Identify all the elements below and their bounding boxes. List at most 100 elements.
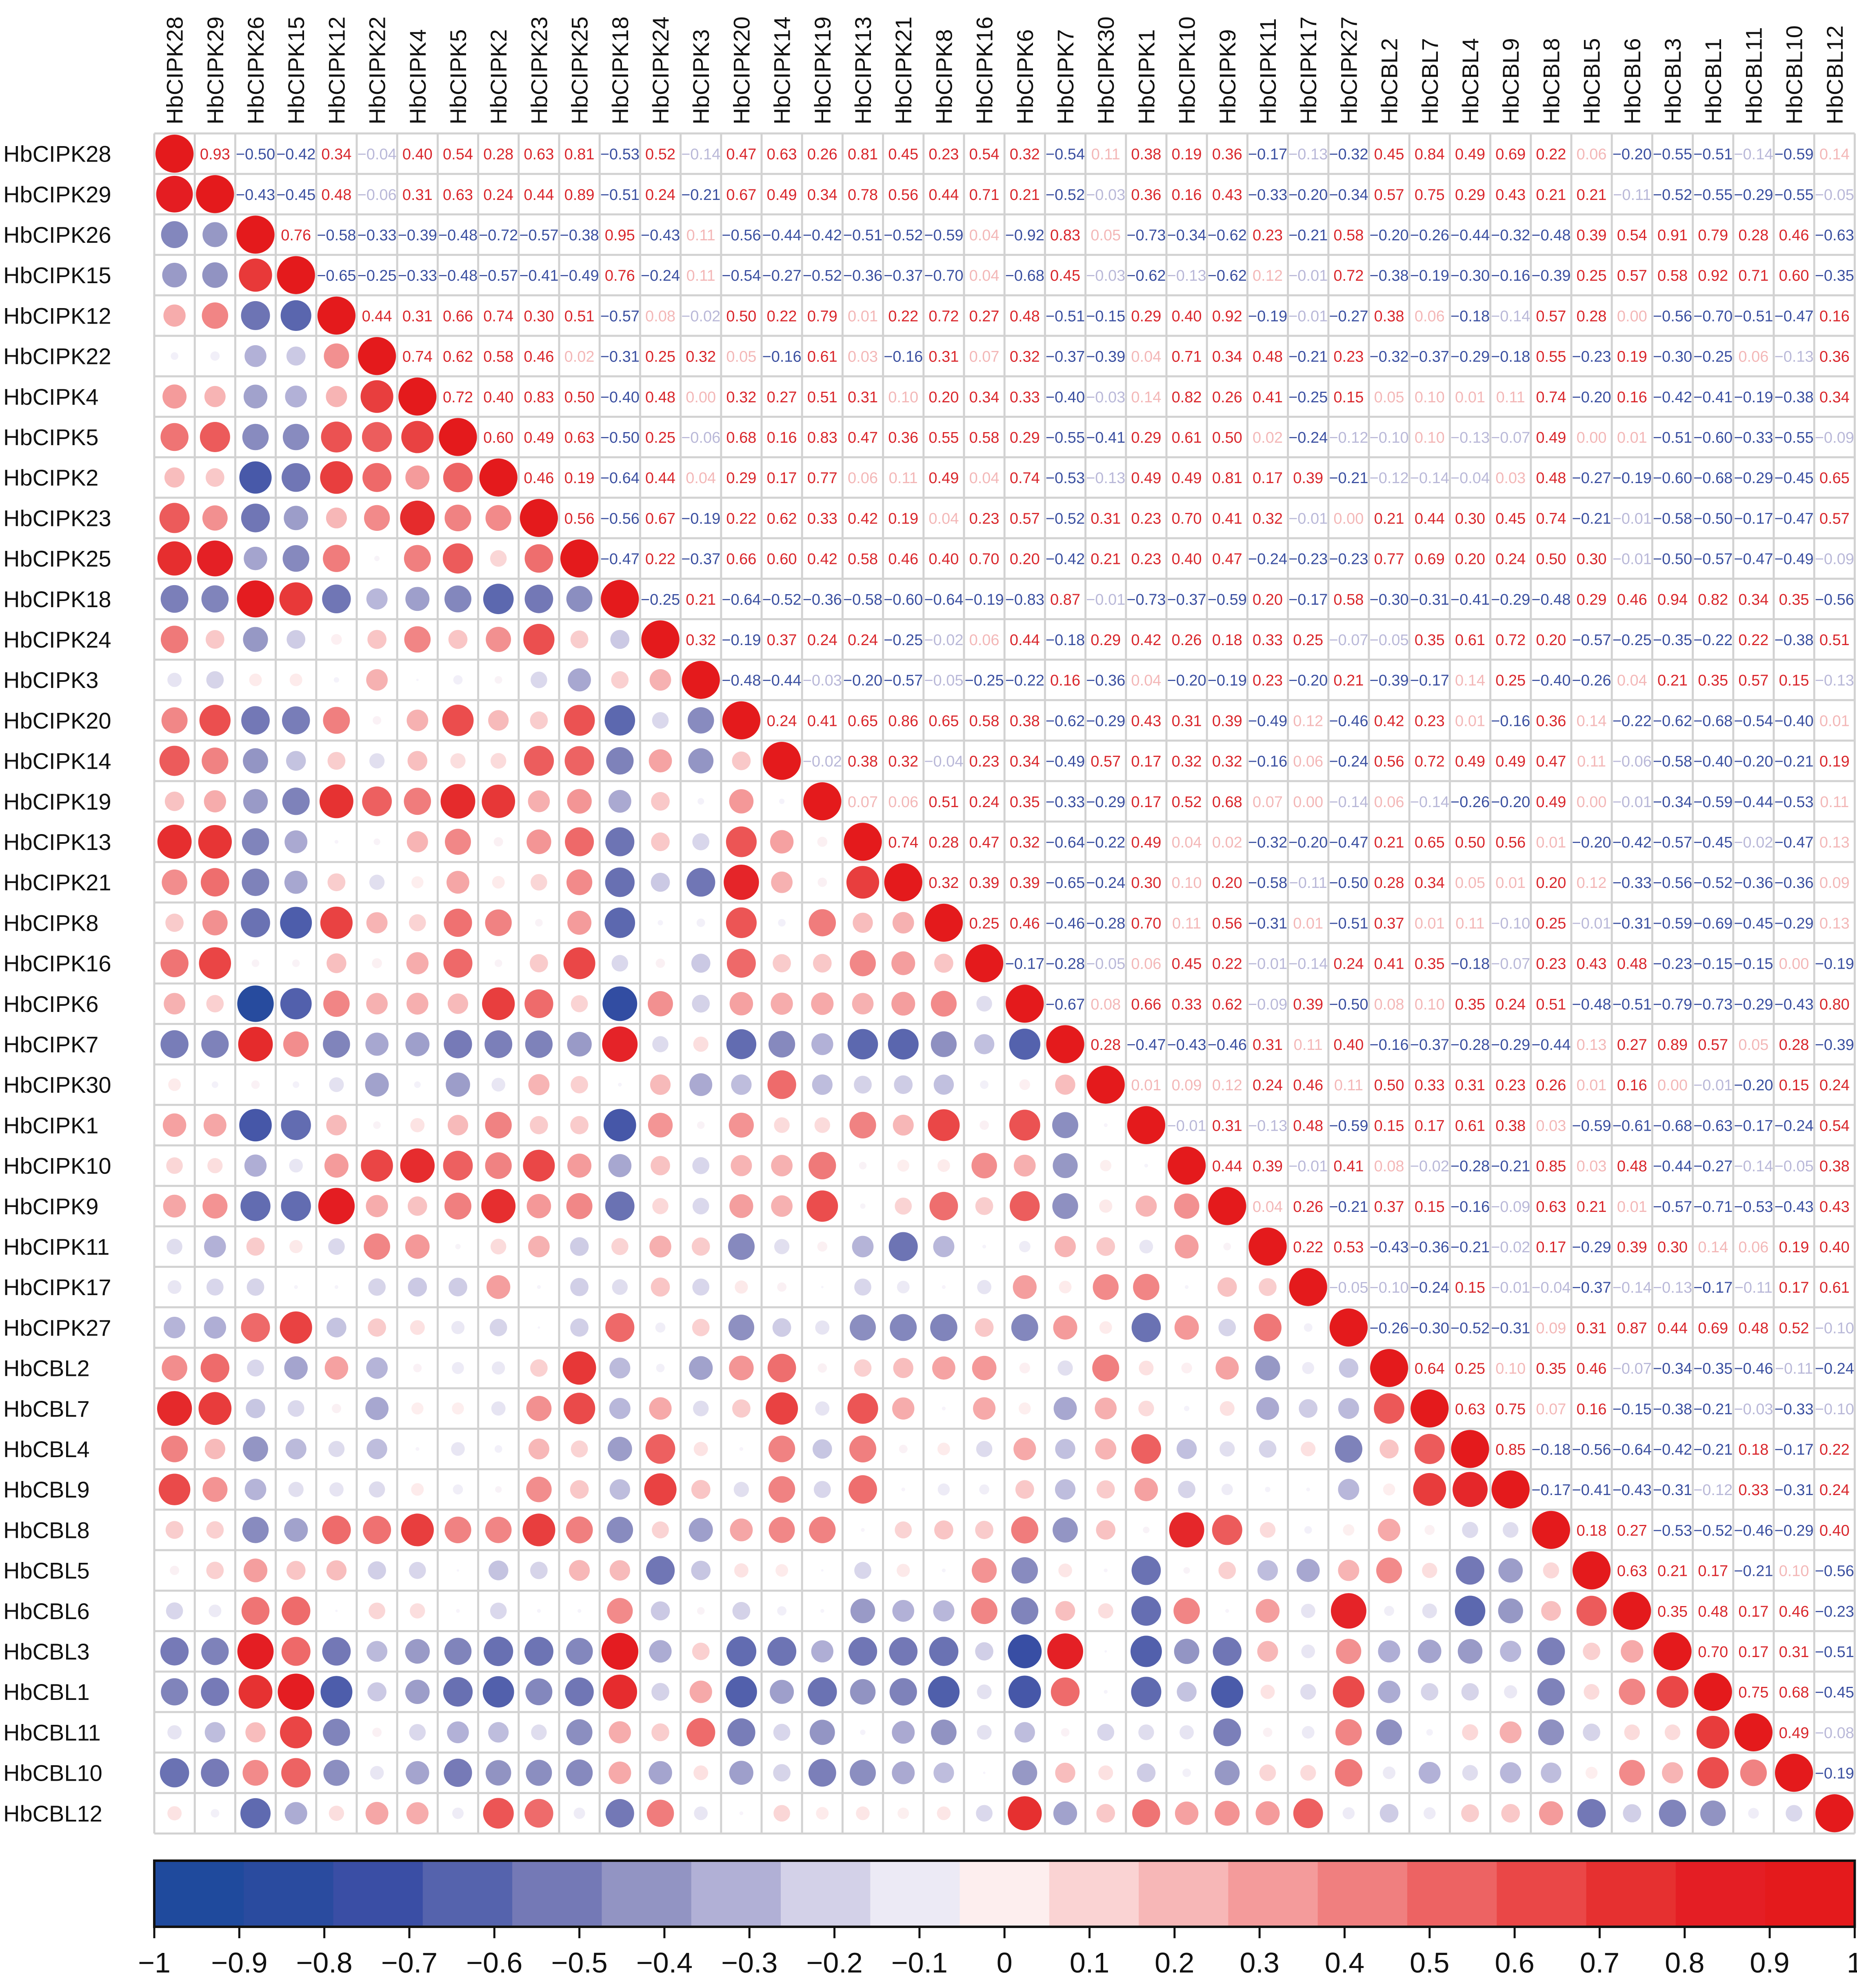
correlation-value: 0.50 [726, 308, 756, 325]
correlation-value: 0.42 [807, 551, 837, 568]
correlation-value: 0.56 [1374, 753, 1404, 770]
correlation-value: −0.35 [1815, 267, 1854, 284]
correlation-value: −0.26 [1451, 794, 1490, 811]
correlation-value: 0.00 [1779, 956, 1809, 973]
correlation-circle [821, 1286, 824, 1289]
correlation-value: −0.37 [1572, 1279, 1611, 1296]
correlation-circle [648, 991, 673, 1016]
correlation-value: 0.35 [1536, 1360, 1566, 1378]
correlation-value: 0.16 [1819, 308, 1850, 325]
correlation-circle [1370, 1349, 1408, 1387]
colorbar-segment [960, 1861, 1050, 1927]
correlation-value: 0.72 [928, 308, 959, 325]
correlation-value: 0.46 [524, 348, 554, 366]
correlation-circle [280, 988, 312, 1020]
correlation-value: −0.69 [1693, 915, 1733, 932]
correlation-value: −0.40 [1693, 753, 1733, 770]
correlation-circle [1013, 1275, 1037, 1299]
correlation-circle [649, 1236, 671, 1258]
correlation-value: 0.55 [928, 429, 959, 446]
correlation-value: 0.65 [1819, 470, 1850, 487]
correlation-value: 0.33 [1253, 632, 1283, 649]
correlation-circle [934, 1520, 953, 1540]
correlation-value: 0.52 [645, 146, 675, 163]
correlation-value: −0.41 [1451, 591, 1490, 608]
correlation-value: −0.17 [1775, 1441, 1814, 1458]
column-label: HbCIPK20 [729, 16, 754, 124]
column-label: HbCIPK13 [850, 16, 876, 124]
correlation-circle [524, 746, 554, 776]
correlation-value: 0.16 [1617, 389, 1647, 406]
correlation-value: 0.17 [1131, 753, 1161, 770]
column-label: HbCBL10 [1781, 25, 1807, 124]
colorbar-tick-label: 0.6 [1495, 1947, 1534, 1979]
correlation-circle [689, 1356, 713, 1380]
correlation-value: 0.38 [1495, 1117, 1526, 1134]
correlation-circle [443, 1677, 473, 1707]
correlation-circle [566, 586, 593, 612]
correlation-circle [251, 1080, 260, 1089]
correlation-circle [1342, 1807, 1355, 1819]
correlation-value: −0.07 [1613, 1360, 1652, 1378]
correlation-value: 0.06 [888, 794, 918, 811]
correlation-circle [160, 1030, 189, 1058]
correlation-value: −0.43 [1370, 1239, 1409, 1256]
colorbar-tick-label: 0.8 [1665, 1947, 1704, 1979]
correlation-value: 0.11 [1820, 794, 1849, 811]
correlation-circle [335, 1609, 338, 1612]
correlation-value: 0.37 [1374, 915, 1404, 932]
correlation-value: −0.36 [1086, 672, 1125, 689]
correlation-value: −0.62 [1653, 712, 1692, 730]
correlation-value: −0.01 [1613, 551, 1652, 568]
row-label: HbCIPK3 [3, 667, 98, 693]
correlation-circle [237, 1633, 274, 1670]
correlation-value: 0.29 [1131, 308, 1161, 325]
correlation-value: −0.24 [1410, 1279, 1449, 1296]
correlation-circle [528, 1438, 549, 1460]
correlation-value: 0.74 [1536, 389, 1566, 406]
correlation-circle [852, 1236, 874, 1258]
correlation-value: 0.24 [1333, 956, 1364, 973]
column-label: HbCIPK25 [567, 16, 593, 124]
correlation-circle [1302, 1726, 1315, 1739]
correlation-circle [164, 792, 184, 811]
correlation-value: −0.48 [1531, 591, 1570, 608]
correlation-circle [1613, 1592, 1651, 1630]
correlation-circle [859, 1162, 867, 1169]
correlation-circle [204, 790, 226, 812]
correlation-circle [1183, 1567, 1190, 1574]
correlation-value: 0.15 [1779, 1077, 1809, 1094]
correlation-circle [1502, 1522, 1519, 1538]
correlation-value: −0.13 [1653, 1279, 1692, 1296]
correlation-value: −0.44 [762, 672, 802, 689]
correlation-value: 0.34 [1819, 389, 1850, 406]
correlation-circle [1177, 1682, 1197, 1702]
correlation-circle [488, 1722, 509, 1743]
correlation-circle [444, 1030, 472, 1058]
correlation-value: 0.22 [767, 308, 797, 325]
correlation-circle [565, 827, 594, 856]
correlation-circle [488, 710, 509, 731]
correlation-circle [686, 868, 715, 897]
correlation-value: 0.17 [1698, 1563, 1728, 1580]
correlation-value: −0.49 [1248, 712, 1287, 730]
column-label: HbCIPK30 [1093, 16, 1119, 124]
correlation-value: −0.21 [1693, 1441, 1733, 1458]
correlation-value: 0.83 [807, 429, 837, 446]
correlation-circle [942, 1407, 946, 1411]
column-label: HbCIPK24 [648, 16, 673, 124]
correlation-circle [605, 1799, 634, 1828]
correlation-value: 0.85 [1536, 1158, 1566, 1175]
correlation-circle [485, 909, 512, 936]
correlation-circle [651, 1683, 669, 1701]
correlation-value: −0.11 [1613, 186, 1651, 204]
correlation-circle [157, 1391, 192, 1426]
correlation-circle [164, 993, 185, 1015]
correlation-value: 0.30 [1131, 874, 1161, 892]
correlation-value: 0.21 [1374, 510, 1404, 527]
correlation-circle [1301, 1644, 1315, 1658]
correlation-value: −0.01 [1288, 267, 1328, 284]
correlation-circle [1014, 1154, 1036, 1177]
row-label: HbCBL9 [3, 1477, 90, 1502]
correlation-circle [415, 1447, 420, 1451]
